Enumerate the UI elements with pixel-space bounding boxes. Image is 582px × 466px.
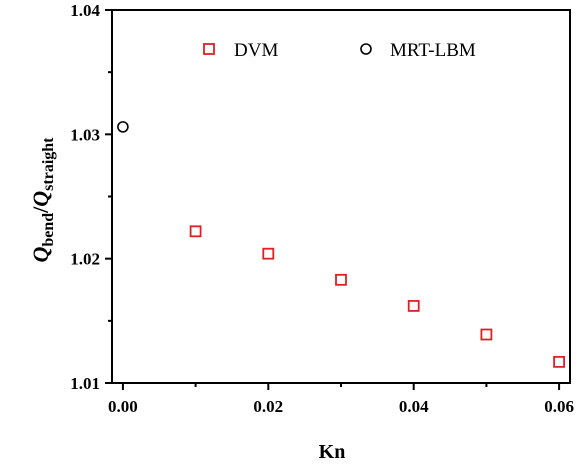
mrt-lbm-point <box>117 121 129 133</box>
legend-marker-dvm <box>203 43 215 55</box>
data-points <box>117 121 565 368</box>
y-tick-label: 1.04 <box>70 1 100 20</box>
dvm-point <box>480 328 493 341</box>
y-tick-label: 1.02 <box>70 250 100 269</box>
y-axis-title-q2: Q <box>28 191 53 207</box>
x-tick-label: 0.06 <box>544 397 574 416</box>
legend-marker-mrt-lbm <box>360 43 372 55</box>
y-axis-title: Qbend/Qstraight <box>28 137 57 263</box>
legend-label-dvm: DVM <box>234 40 278 61</box>
y-tick-label: 1.01 <box>70 374 100 393</box>
y-axis-title-sub1: bend <box>40 213 57 247</box>
x-tick-label: 0.00 <box>108 397 138 416</box>
legend: DVM MRT-LBM <box>203 40 476 61</box>
y-axis-title-slash: / <box>28 206 53 214</box>
legend-label-mrt-lbm: MRT-LBM <box>390 40 476 61</box>
x-tick-label: 0.02 <box>253 397 283 416</box>
x-tick-label: 0.04 <box>399 397 429 416</box>
axis-ticks: 0.00 0.02 0.04 0.06 1.01 1.02 1.03 1.04 <box>70 1 574 416</box>
dvm-point <box>553 355 565 368</box>
y-axis-title-q1: Q <box>28 247 53 263</box>
plot-area <box>111 9 571 384</box>
y-tick-label: 1.03 <box>70 125 100 144</box>
dvm-point <box>407 300 420 312</box>
dvm-point <box>335 273 347 286</box>
dvm-point <box>262 247 275 260</box>
dvm-point <box>189 225 202 238</box>
plot-frame <box>111 9 571 384</box>
y-axis-title-sub2: straight <box>40 137 57 191</box>
x-axis-title: Kn <box>319 441 346 463</box>
